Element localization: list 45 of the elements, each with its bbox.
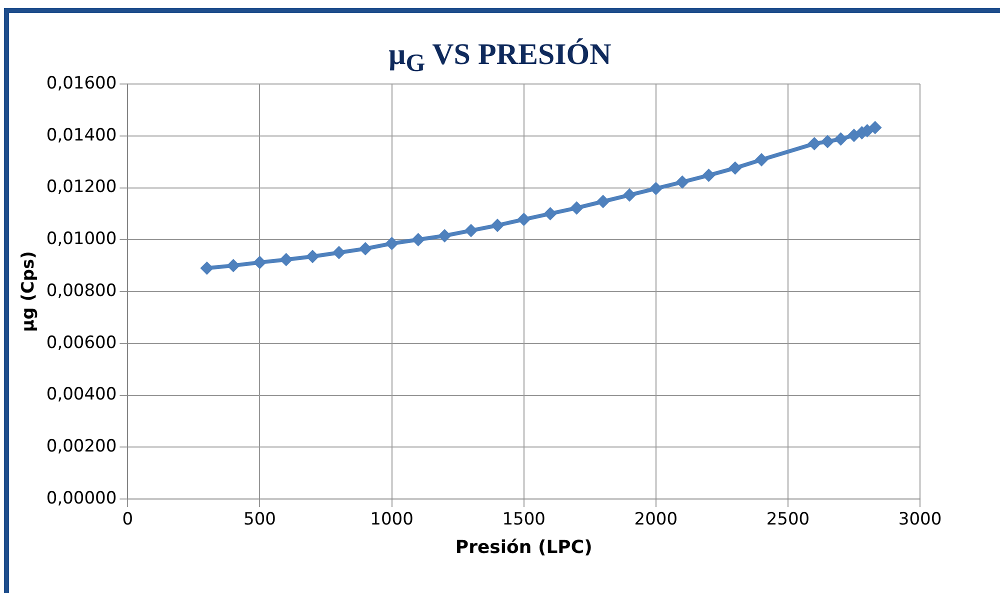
chart-title: μ$_{G}$ VS PRESIÓN xyxy=(388,38,612,77)
x-tick-label: 2500 xyxy=(766,510,810,530)
point xyxy=(358,242,372,256)
y-tick-label: 0,00400 xyxy=(46,384,117,405)
point xyxy=(490,218,504,232)
point xyxy=(226,259,240,272)
y-tick-label: 0,01000 xyxy=(46,229,117,250)
point xyxy=(200,262,214,275)
point xyxy=(676,176,689,189)
point xyxy=(385,237,398,250)
point xyxy=(728,162,742,175)
point xyxy=(649,182,662,196)
y-tick-label: 0,00200 xyxy=(46,436,117,457)
x-tick-label: 0 xyxy=(122,510,134,530)
y-axis-title: μg (Cps) xyxy=(18,251,39,332)
point xyxy=(570,201,584,214)
point xyxy=(868,121,882,134)
point xyxy=(702,168,716,182)
point xyxy=(280,253,293,266)
y-tick-label: 0,01400 xyxy=(46,125,117,146)
point xyxy=(755,153,768,166)
point xyxy=(808,137,821,150)
x-tick-label: 3000 xyxy=(898,510,942,530)
point xyxy=(622,188,636,202)
x-tick-label: 500 xyxy=(244,510,276,530)
point xyxy=(517,212,530,226)
point xyxy=(332,246,346,260)
point xyxy=(464,224,478,238)
point xyxy=(596,194,610,208)
y-tick-label: 0,00000 xyxy=(46,488,117,508)
point xyxy=(253,256,266,269)
point xyxy=(834,132,848,146)
x-axis-title: Presión (LPC) xyxy=(455,536,592,558)
point xyxy=(821,135,834,148)
y-tick-label: 0,00800 xyxy=(46,280,117,301)
point xyxy=(412,233,425,246)
point xyxy=(306,250,320,263)
y-tick-label: 0,01200 xyxy=(46,177,117,198)
y-tick-label: 0,01600 xyxy=(46,73,117,94)
y-tick-label: 0,00600 xyxy=(46,332,117,353)
point xyxy=(438,229,452,242)
x-tick-label: 1000 xyxy=(370,510,414,530)
point xyxy=(544,207,557,220)
x-tick-label: 2000 xyxy=(634,510,678,530)
x-tick-label: 1500 xyxy=(502,510,546,530)
